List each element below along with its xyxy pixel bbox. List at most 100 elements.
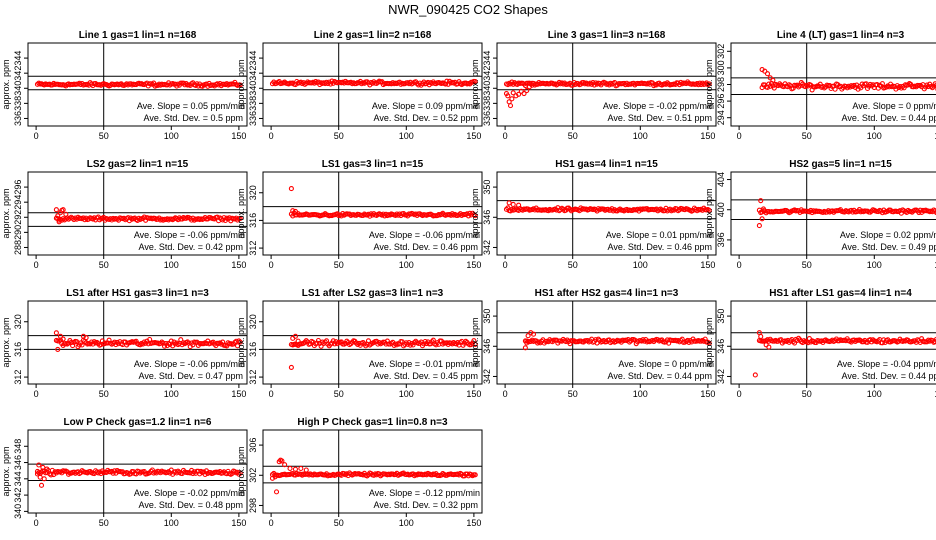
panel-6: LS1 gas=3 lin=1 n=150 50 100 150312316320ap… [236,159,483,270]
plot-frame [262,300,483,385]
data-point [525,333,531,339]
y-tick-label: 294 [13,195,23,210]
data-point [706,207,712,213]
data-point [288,364,294,370]
y-tick-label: 342 [716,369,726,384]
data-point [365,338,371,344]
y-tick-label: 344 [13,51,23,66]
data-point [510,90,516,96]
panel-title: LS1 after LS2 gas=3 lin=1 n=3 [302,288,444,299]
data-point [406,339,412,346]
y-tick-label: 298 [716,77,726,92]
x-tick-label: 100 [164,260,179,270]
data-point [57,333,63,339]
data-point [529,82,535,88]
x-tick-label: 50 [802,131,812,141]
x-tick-label: 100 [399,518,414,528]
std-dev-annotation: Ave. Std. Dev. = 0.44 ppm [842,371,936,381]
x-tick-label: 100 [164,389,179,399]
panel-7: HS1 gas=4 lin=1 n=150 50 100 150342346350ap… [470,159,717,270]
x-tick-label: 100 [164,518,179,528]
plot-frame [730,300,936,385]
std-dev-annotation: Ave. Std. Dev. = 0.46 ppm [608,242,712,252]
std-dev-annotation: Ave. Std. Dev. = 0.48 ppm [139,500,243,510]
y-tick-label: 348 [13,439,23,454]
panel-10: LS1 after LS2 gas=3 lin=1 n=3 0 50 100 150 31… [236,288,483,399]
y-tick-label: 338 [248,96,258,111]
data-point [767,75,773,81]
data-point [505,93,511,99]
data-point [758,333,764,340]
x-tick-label: 0 [269,389,274,399]
data-point [516,91,522,97]
data-point [298,465,304,472]
std-dev-annotation: Ave. Std. Dev. = 0.44 ppm [842,113,936,123]
panel-title: LS1 gas=3 lin=1 n=15 [322,159,424,170]
data-point [759,216,765,222]
x-tick-label: 50 [334,260,344,270]
y-tick-label: 312 [13,370,23,385]
plot-frame [496,42,717,127]
x-tick-label: 0 [269,260,274,270]
data-point [63,211,69,217]
x-tick-label: 150 [934,260,936,270]
data-point [237,470,243,476]
x-tick-label: 0 [34,389,39,399]
x-tick-label: 50 [802,389,812,399]
data-point [465,213,472,219]
y-tick-label: 344 [248,51,258,66]
data-point [303,467,309,473]
panel-4: Line 4 (LT) gas=1 lin=4 n=30501001502942… [704,30,936,141]
data-point [34,471,41,477]
y-tick-label: 338 [13,96,23,111]
panel-title: Low P Check gas=1.2 lin=1 n=6 [64,417,212,428]
y-tick-label: 312 [248,370,258,385]
data-point [44,466,50,472]
y-tick-label: 342 [248,66,258,81]
data-point [472,213,478,219]
y-tick-label: 300 [716,60,726,75]
y-tick-label: 396 [716,232,726,247]
std-dev-annotation: Ave. Std. Dev. = 0.5 ppm [144,113,243,123]
y-tick-label: 320 [248,185,258,200]
x-tick-label: 100 [399,131,414,141]
plot-frame [262,42,483,127]
panel-8: HS2 gas=5 lin=1 n=15 0 50 100 150 396 400 404ap… [704,159,936,270]
data-point [38,482,45,488]
y-axis-label: approx. ppm [236,59,246,109]
y-axis-label: approx. ppm [1,59,11,109]
x-tick-label: 150 [700,389,715,399]
x-tick-label: 100 [867,389,882,399]
data-point [79,342,85,348]
x-tick-label: 0 [503,131,508,141]
data-point [766,344,772,350]
data-point [706,81,712,87]
data-point [522,345,528,351]
x-tick-label: 0 [737,260,742,270]
y-tick-label: 342 [13,488,23,503]
data-point [510,201,516,207]
y-tick-label: 292 [13,210,23,225]
data-point [318,343,324,349]
panel-14: High P Check gas=1 lin=0.8 n=3 0 50 100 150 2… [236,417,483,528]
data-point [56,219,62,225]
x-tick-label: 100 [399,389,414,399]
panel-11: HS1 after HS2 gas=4 lin=1 n=3 0 50 100 150 34… [470,288,717,399]
y-axis-label: approx. ppm [704,188,714,238]
x-tick-label: 50 [334,389,344,399]
x-tick-label: 50 [568,131,578,141]
data-point [60,336,66,342]
panel-title: HS1 gas=4 lin=1 n=15 [555,159,658,170]
panel-title: Line 2 gas=1 lin=2 n=168 [314,30,432,41]
y-tick-label: 294 [716,110,726,125]
plot-frame [262,171,483,256]
y-tick-label: 340 [482,81,492,96]
y-axis-label: approx. ppm [236,317,246,367]
std-dev-annotation: Ave. Std. Dev. = 0.46 ppm [374,242,478,252]
y-tick-label: 296 [716,94,726,109]
plot-frame [262,429,483,514]
x-tick-label: 50 [334,518,344,528]
x-tick-label: 50 [99,131,109,141]
y-axis-label: approx. ppm [704,59,714,109]
